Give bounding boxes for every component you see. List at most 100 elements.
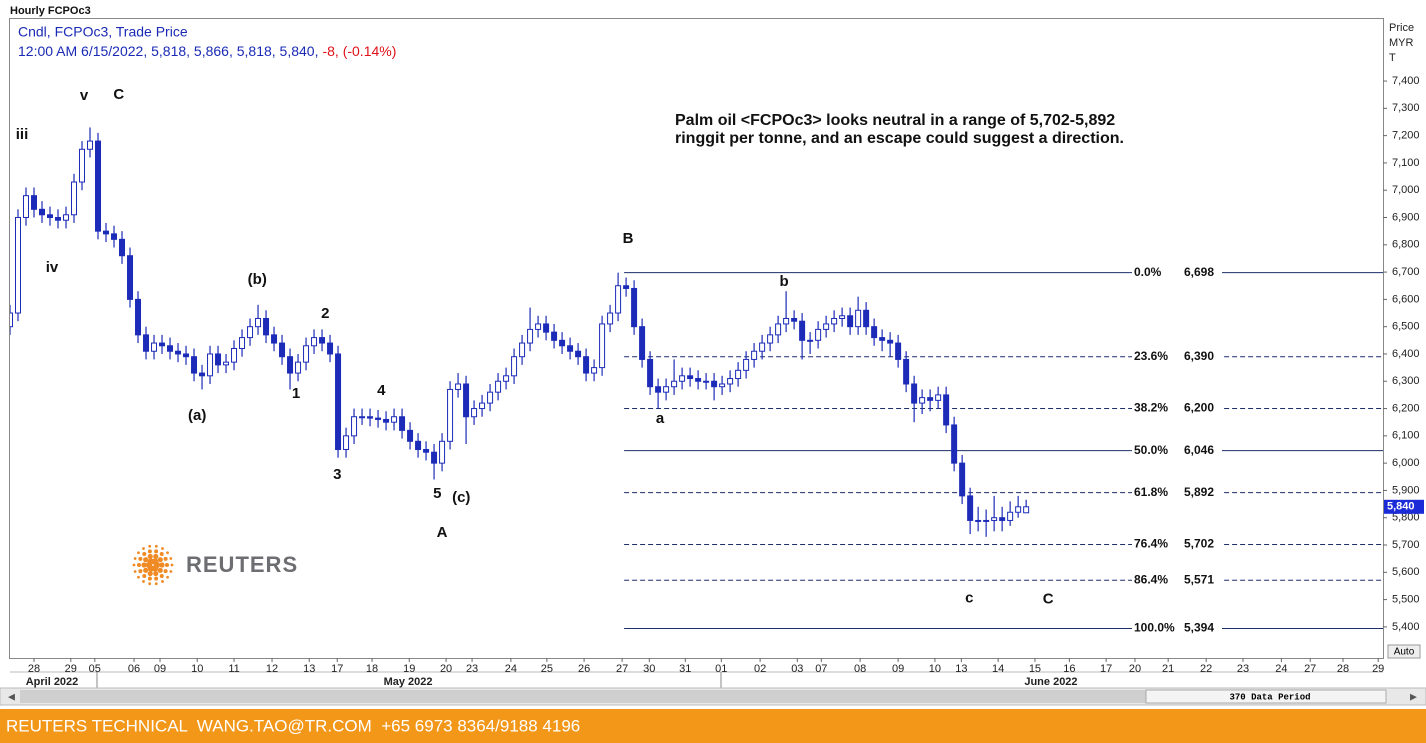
logo-dot [153, 553, 159, 560]
logo-dot [137, 563, 141, 567]
footer-text: REUTERS TECHNICAL WANG.TAO@TR.COM +65 69… [6, 716, 580, 735]
candle-body [999, 517, 1006, 521]
y-tick-label: 7,200 [1392, 130, 1420, 142]
candle-body [103, 230, 110, 235]
scroll-label: 370 Data Period [1229, 692, 1310, 702]
fib-level: 100.0% [1134, 621, 1175, 635]
auto-button-label[interactable]: Auto [1394, 647, 1415, 658]
candle-body [471, 408, 478, 418]
candle-body [263, 317, 270, 336]
candle-body [135, 298, 142, 336]
candle-body [87, 140, 94, 150]
candle-body [431, 451, 438, 464]
logo-dot [159, 562, 165, 568]
candle-body [391, 416, 398, 423]
x-tick-label: 27 [1304, 663, 1316, 675]
candle-body [879, 337, 886, 341]
candle-body [479, 402, 486, 410]
logo-dot [142, 580, 145, 583]
candle-body [455, 383, 462, 390]
candle-body [367, 416, 374, 419]
scroll-thumb[interactable] [20, 690, 1146, 703]
candle-body [463, 383, 470, 418]
candle-body [727, 378, 734, 385]
axis-title: MYR [1389, 37, 1414, 49]
auto-button[interactable] [1387, 644, 1421, 659]
x-tick-label: 09 [892, 663, 904, 675]
ohlc-values: 12:00 AM 6/15/2022, 5,818, 5,866, 5,818,… [18, 43, 318, 59]
logo-dot [142, 547, 145, 550]
fib-level: 0.0% [1134, 265, 1162, 279]
candle-body [167, 345, 174, 352]
x-tick-label: 25 [541, 663, 553, 675]
candle-body [791, 317, 798, 322]
candle-body [239, 337, 246, 350]
x-tick-label: 08 [854, 663, 866, 675]
scroll-right[interactable]: ▶ [1410, 691, 1417, 701]
candle-body [439, 440, 446, 464]
y-tick-label: 6,000 [1392, 457, 1420, 469]
wave-label: (b) [248, 271, 267, 288]
candle-body [247, 326, 254, 339]
fib-value: 6,046 [1184, 443, 1214, 457]
candle-body [231, 348, 238, 363]
candle-body [1015, 506, 1022, 513]
candle-body [599, 323, 606, 369]
logo-dot [159, 552, 164, 557]
x-tick-label: 05 [89, 663, 101, 675]
candle-body [127, 255, 134, 300]
logo-dot [154, 544, 158, 548]
y-tick-label: 6,300 [1392, 375, 1420, 387]
candle-body [607, 312, 614, 325]
x-tick-label: 09 [154, 663, 166, 675]
x-tick-label: 13 [303, 663, 315, 675]
x-tick-label: 18 [366, 663, 378, 675]
candle-body [175, 350, 182, 355]
candle-body [735, 369, 742, 380]
candle-body [271, 334, 278, 344]
change-values: -8, (-0.14%) [322, 43, 396, 59]
candle-body [95, 140, 102, 232]
candle-body [623, 285, 630, 289]
logo-dot [170, 563, 174, 567]
logo-dot [141, 562, 147, 568]
candle-body [655, 386, 662, 393]
candle-body [15, 217, 22, 314]
candle-body [799, 320, 806, 341]
candle-body [375, 417, 382, 420]
logo-dot [169, 557, 173, 560]
scroll-track [1145, 689, 1387, 704]
fib-level: 23.6% [1134, 349, 1168, 363]
y-tick-label: 5,400 [1392, 621, 1420, 633]
y-tick-label: 5,900 [1392, 484, 1420, 496]
x-tick-label: 27 [616, 663, 628, 675]
candle-body [639, 326, 646, 360]
x-tick-label: 28 [1337, 663, 1349, 675]
fib-label-bg [1132, 485, 1222, 500]
y-tick-label: 6,100 [1392, 430, 1420, 442]
candle-body [495, 380, 502, 393]
candle-body [935, 394, 942, 401]
logo-dot [166, 575, 169, 579]
y-tick-label: 6,800 [1392, 239, 1420, 251]
y-tick-label: 5,800 [1392, 512, 1420, 524]
logo-dot [132, 563, 136, 567]
candle-body [679, 375, 686, 382]
x-tick-label: 30 [643, 663, 655, 675]
fib-level: 61.8% [1134, 485, 1168, 499]
candle-body [647, 358, 654, 388]
logo-dot [147, 549, 152, 554]
candle-body [151, 342, 158, 352]
logo-dot [161, 580, 164, 583]
logo-dot [169, 570, 173, 573]
candle-body [407, 429, 414, 442]
logo-dot [157, 567, 163, 573]
logo-dot [154, 549, 159, 554]
candle-body [959, 462, 966, 497]
note-text: Palm oil <FCPOc3> looks neutral in a ran… [675, 112, 1115, 129]
candle-body [191, 356, 198, 374]
candle-body [359, 416, 366, 419]
y-tick-label: 5,700 [1392, 539, 1420, 551]
logo-dot [148, 582, 152, 586]
scroll-left[interactable]: ◀ [8, 691, 15, 701]
